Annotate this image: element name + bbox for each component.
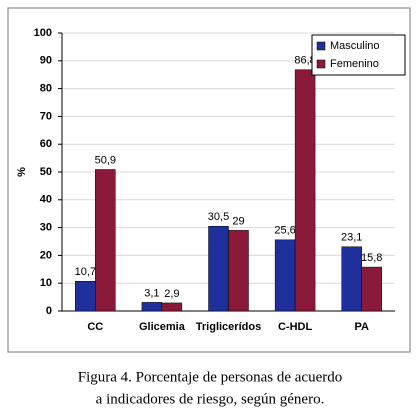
y-tick-label: 100 <box>34 27 52 39</box>
bar <box>228 230 249 312</box>
legend-swatch <box>316 59 326 69</box>
data-label: 25,6 <box>274 225 295 237</box>
legend-label: Femenino <box>330 58 379 70</box>
data-label: 15,8 <box>361 252 382 264</box>
y-tick-label: 20 <box>40 249 52 261</box>
caption: Figura 4. Porcentaje de personas de acue… <box>78 369 343 385</box>
data-label: 10,7 <box>75 266 96 278</box>
bar <box>274 239 296 312</box>
data-label: 86,8 <box>294 55 315 67</box>
caption: a indicadores de riesgo, según género. <box>96 391 325 407</box>
y-tick-label: 50 <box>40 166 52 178</box>
bar <box>361 266 382 312</box>
data-label: 3,1 <box>144 287 159 299</box>
x-tick-label: PA <box>354 321 369 333</box>
y-tick-label: 10 <box>40 277 52 289</box>
x-tick-label: CC <box>87 321 103 333</box>
x-tick-label: Triglicerídos <box>196 321 261 333</box>
y-tick-label: 0 <box>46 305 52 317</box>
data-label: 2,9 <box>164 288 179 300</box>
x-tick-label: Glicemia <box>139 321 186 333</box>
bar <box>341 246 362 312</box>
y-tick-label: 30 <box>40 222 52 234</box>
data-label: 30,5 <box>208 211 229 223</box>
y-tick-label: 40 <box>40 194 52 206</box>
bar <box>75 281 96 312</box>
data-label: 50,9 <box>95 154 116 166</box>
legend-swatch <box>316 41 326 51</box>
y-tick-label: 80 <box>40 83 52 95</box>
legend-label: Masculino <box>330 40 380 52</box>
y-axis-label: % <box>16 167 28 177</box>
data-label: 23,1 <box>341 232 362 244</box>
bar <box>141 302 163 312</box>
bar <box>95 169 116 312</box>
y-tick-label: 70 <box>40 110 52 122</box>
legend-box <box>311 34 406 76</box>
x-tick-label: C-HDL <box>278 321 312 333</box>
y-tick-label: 60 <box>40 138 52 150</box>
data-label: 29 <box>232 215 244 227</box>
bar <box>161 302 183 312</box>
bar <box>208 225 229 312</box>
y-tick-label: 90 <box>40 55 52 67</box>
bar <box>294 69 316 312</box>
